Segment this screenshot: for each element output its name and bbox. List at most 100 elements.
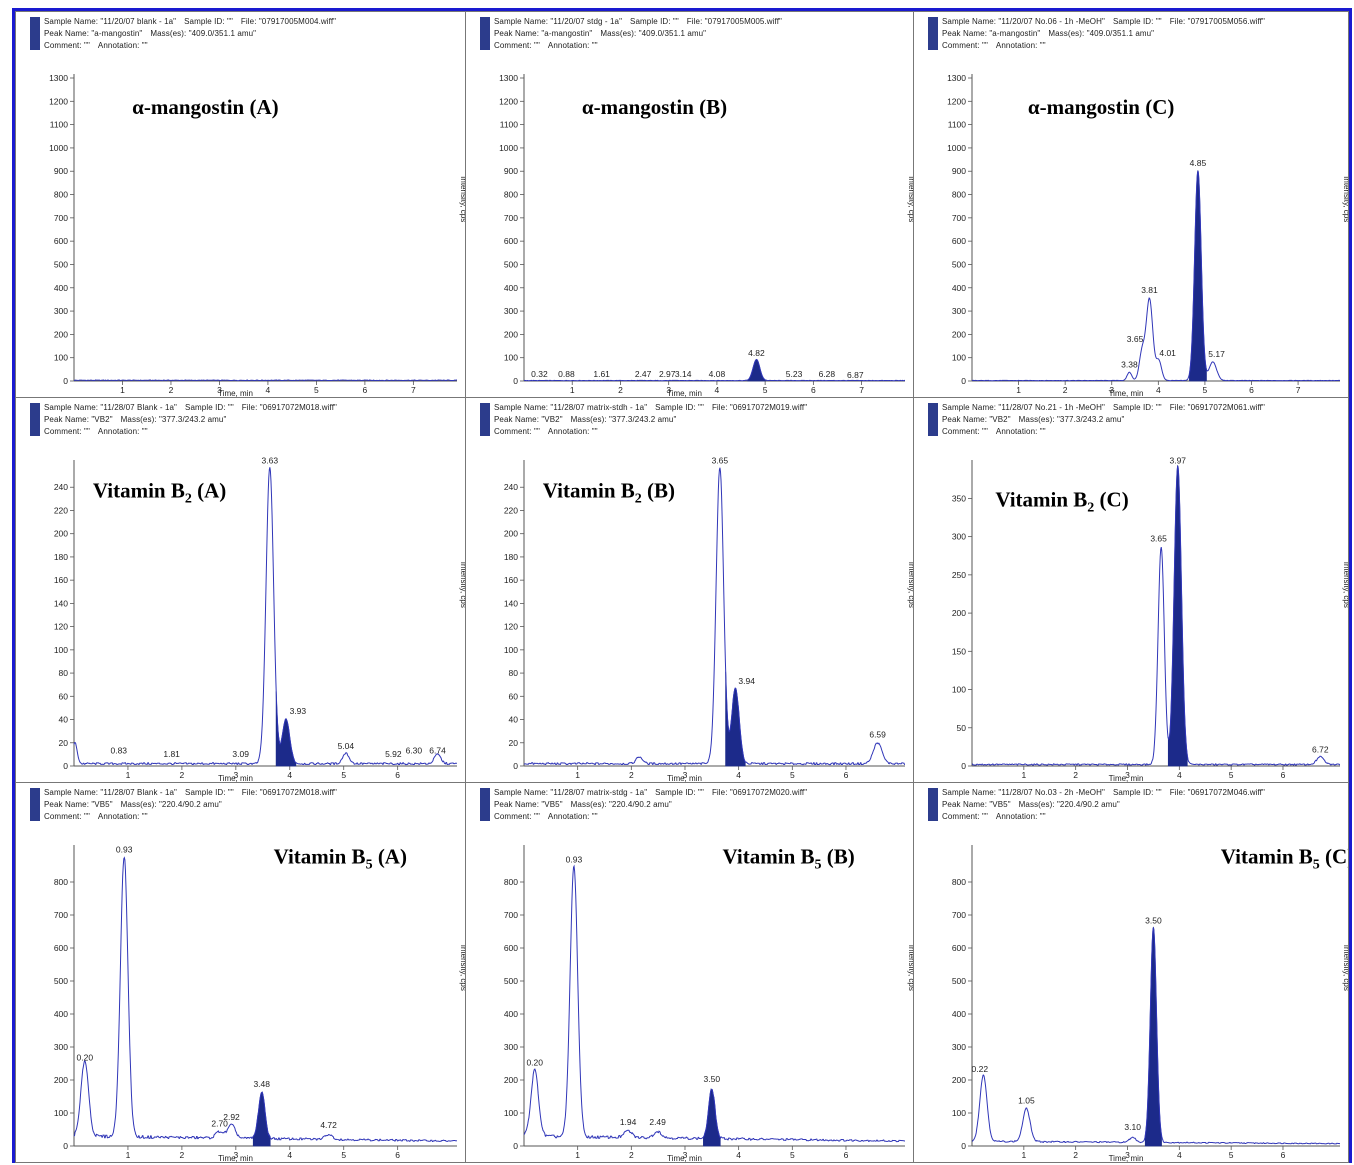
series-line xyxy=(524,358,905,382)
header-comment: Comment: "" xyxy=(44,41,90,50)
header-sample-id: Sample ID: "" xyxy=(184,17,233,26)
x-tick-label: 5 xyxy=(341,1150,346,1160)
series-line xyxy=(74,379,457,382)
x-tick-label: 3 xyxy=(1109,385,1114,395)
y-tick-label: 160 xyxy=(504,575,518,585)
header-marker xyxy=(480,788,490,821)
header-line: Peak Name: "VB5" Mass(es): "220.4/90.2 am… xyxy=(494,800,680,809)
header-line: Sample Name: "11/28/07 No.03 - 2h -MeOH"… xyxy=(942,788,1273,797)
y-tick-label: 700 xyxy=(952,910,966,920)
x-tick-label: 6 xyxy=(363,385,368,395)
header-masses: Mass(es): "377.3/243.2 amu" xyxy=(570,415,677,424)
header-file: File: "06917072M020.wiff" xyxy=(711,788,808,797)
header-file: File: "06917072M046.wiff" xyxy=(1169,788,1265,797)
header-masses: Mass(es): "220.4/90.2 amu" xyxy=(120,800,222,809)
panel-title-suffix: (B) xyxy=(642,479,675,503)
y-tick-label: 300 xyxy=(504,1042,518,1052)
header-line: Peak Name: "VB2" Mass(es): "377.3/243.2 a… xyxy=(942,415,1132,424)
y-tick-label: 100 xyxy=(952,685,966,695)
peak-fill xyxy=(1167,464,1188,767)
header-masses: Mass(es): "409.0/351.1 amu" xyxy=(1048,29,1155,38)
header-line: Sample Name: "11/20/07 blank - 1a" Sample… xyxy=(44,17,344,26)
y-tick-label: 1300 xyxy=(49,73,68,83)
header-line: Peak Name: "VB5" Mass(es): "220.4/90.2 am… xyxy=(44,800,230,809)
header-sample-id: Sample ID: "" xyxy=(630,17,679,26)
series-line xyxy=(523,864,905,1143)
y-tick-label: 100 xyxy=(504,353,518,363)
peak-label: 3.97 xyxy=(1169,455,1186,465)
chromatogram-plot: 0 20 40 60 80 100 120 140 160 180 200 220 240 1 2 3 4 5 6 T… xyxy=(504,455,913,782)
peak-label: 3.10 xyxy=(1124,1122,1141,1132)
panel-title-main: Vitamin B xyxy=(543,479,635,503)
x-tick-label: 7 xyxy=(859,385,864,395)
axes: 0 100 200 300 400 500 600 700 800 900 1000 1100 1200… xyxy=(947,73,1340,395)
panel-title-main: α-mangostin (C) xyxy=(1028,95,1174,119)
y-tick-label: 40 xyxy=(59,715,69,725)
y-tick-label: 600 xyxy=(504,943,518,953)
header-comment: Comment: "" xyxy=(494,812,540,821)
chromatogram-plot: 0 100 200 300 400 500 600 700 800 1 2 3 4 5 6 Time, min… xyxy=(952,845,1348,1162)
peak-label: 3.09 xyxy=(232,749,249,759)
header-line: Sample Name: "11/28/07 matrix-stdg - 1a"… xyxy=(494,788,815,797)
y-axis-label: Intensity, cps xyxy=(1342,945,1348,991)
y-tick-label: 0 xyxy=(513,1141,518,1151)
x-tick-label: 3 xyxy=(666,385,671,395)
y-axis-label: Intensity, cps xyxy=(907,562,913,608)
x-tick-label: 6 xyxy=(1281,1150,1286,1160)
peak-label: 4.08 xyxy=(709,369,726,379)
y-tick-label: 100 xyxy=(54,1108,68,1118)
panel-title-subscript: 5 xyxy=(1313,858,1320,873)
panel-title-suffix: (A) xyxy=(192,479,226,503)
series-line xyxy=(972,170,1340,382)
y-tick-label: 0 xyxy=(63,1141,68,1151)
y-tick-label: 700 xyxy=(54,213,68,223)
x-axis-label: Time, min xyxy=(218,774,253,782)
header-marker xyxy=(928,403,938,436)
header-line: Comment: "" Annotation: "" xyxy=(494,812,606,821)
y-tick-label: 0 xyxy=(961,1141,966,1151)
peak-label: 3.93 xyxy=(290,706,307,716)
y-tick-label: 200 xyxy=(54,1075,68,1085)
chromatogram-panel: Sample Name: "11/28/07 matrix-stdg - 1a"… xyxy=(465,782,914,1163)
panel-header: Sample Name: "11/28/07 matrix-stdh - 1a"… xyxy=(466,398,913,440)
x-axis-label: Time, min xyxy=(1109,1154,1144,1162)
y-tick-label: 100 xyxy=(504,1108,518,1118)
header-sample-id: Sample ID: "" xyxy=(655,403,704,412)
header-peak-name: Peak Name: "VB5" xyxy=(942,800,1011,809)
y-tick-label: 1300 xyxy=(947,73,966,83)
x-tick-label: 5 xyxy=(763,385,768,395)
header-file: File: "07917005M004.wiff" xyxy=(240,17,337,26)
y-axis-label: Intensity, cps xyxy=(459,945,465,991)
header-sample-name: Sample Name: "11/20/07 No.06 - 1h -MeOH" xyxy=(942,17,1105,26)
x-tick-label: 6 xyxy=(811,385,816,395)
y-tick-label: 800 xyxy=(952,877,966,887)
x-tick-label: 6 xyxy=(1281,770,1286,780)
header-line: Sample Name: "11/20/07 No.06 - 1h -MeOH"… xyxy=(942,17,1273,26)
y-tick-label: 600 xyxy=(952,236,966,246)
x-tick-label: 1 xyxy=(575,770,580,780)
y-tick-label: 700 xyxy=(952,213,966,223)
chromatogram-plot: 0 20 40 60 80 100 120 140 160 180 200 220 240 1 2 3 4 5 6 T… xyxy=(54,455,465,782)
y-tick-label: 350 xyxy=(952,493,966,503)
y-axis-label: Intensity, cps xyxy=(907,945,913,991)
panel-title: α-mangostin (C) xyxy=(1028,95,1174,119)
y-tick-label: 200 xyxy=(54,329,68,339)
peak-label: 3.94 xyxy=(738,676,755,686)
x-tick-label: 5 xyxy=(1229,1150,1234,1160)
x-tick-label: 4 xyxy=(736,1150,741,1160)
header-line: Comment: "" Annotation: "" xyxy=(494,41,606,50)
x-tick-label: 4 xyxy=(1156,385,1161,395)
x-axis-label: Time, min xyxy=(218,389,253,397)
peak-label: 1.05 xyxy=(1018,1095,1035,1105)
header-annotation: Annotation: "" xyxy=(97,812,148,821)
header-line: Peak Name: "VB5" Mass(es): "220.4/90.2 am… xyxy=(942,800,1128,809)
panel-header: Sample Name: "11/20/07 stdg - 1a" Sample … xyxy=(466,12,913,54)
peak-label: 4.01 xyxy=(1159,348,1176,358)
chromatogram-plot: 0 100 200 300 400 500 600 700 800 1 2 3 4 5 6 Time, min… xyxy=(504,845,913,1162)
series-line xyxy=(524,467,905,766)
chromatogram-panel: Sample Name: "11/20/07 No.06 - 1h -MeOH"… xyxy=(913,11,1349,398)
header-annotation: Annotation: "" xyxy=(995,427,1046,436)
chromatogram-plot: 0 100 200 300 400 500 600 700 800 1 2 3 4 5 6 Time, min… xyxy=(54,845,465,1162)
y-tick-label: 400 xyxy=(54,1009,68,1019)
